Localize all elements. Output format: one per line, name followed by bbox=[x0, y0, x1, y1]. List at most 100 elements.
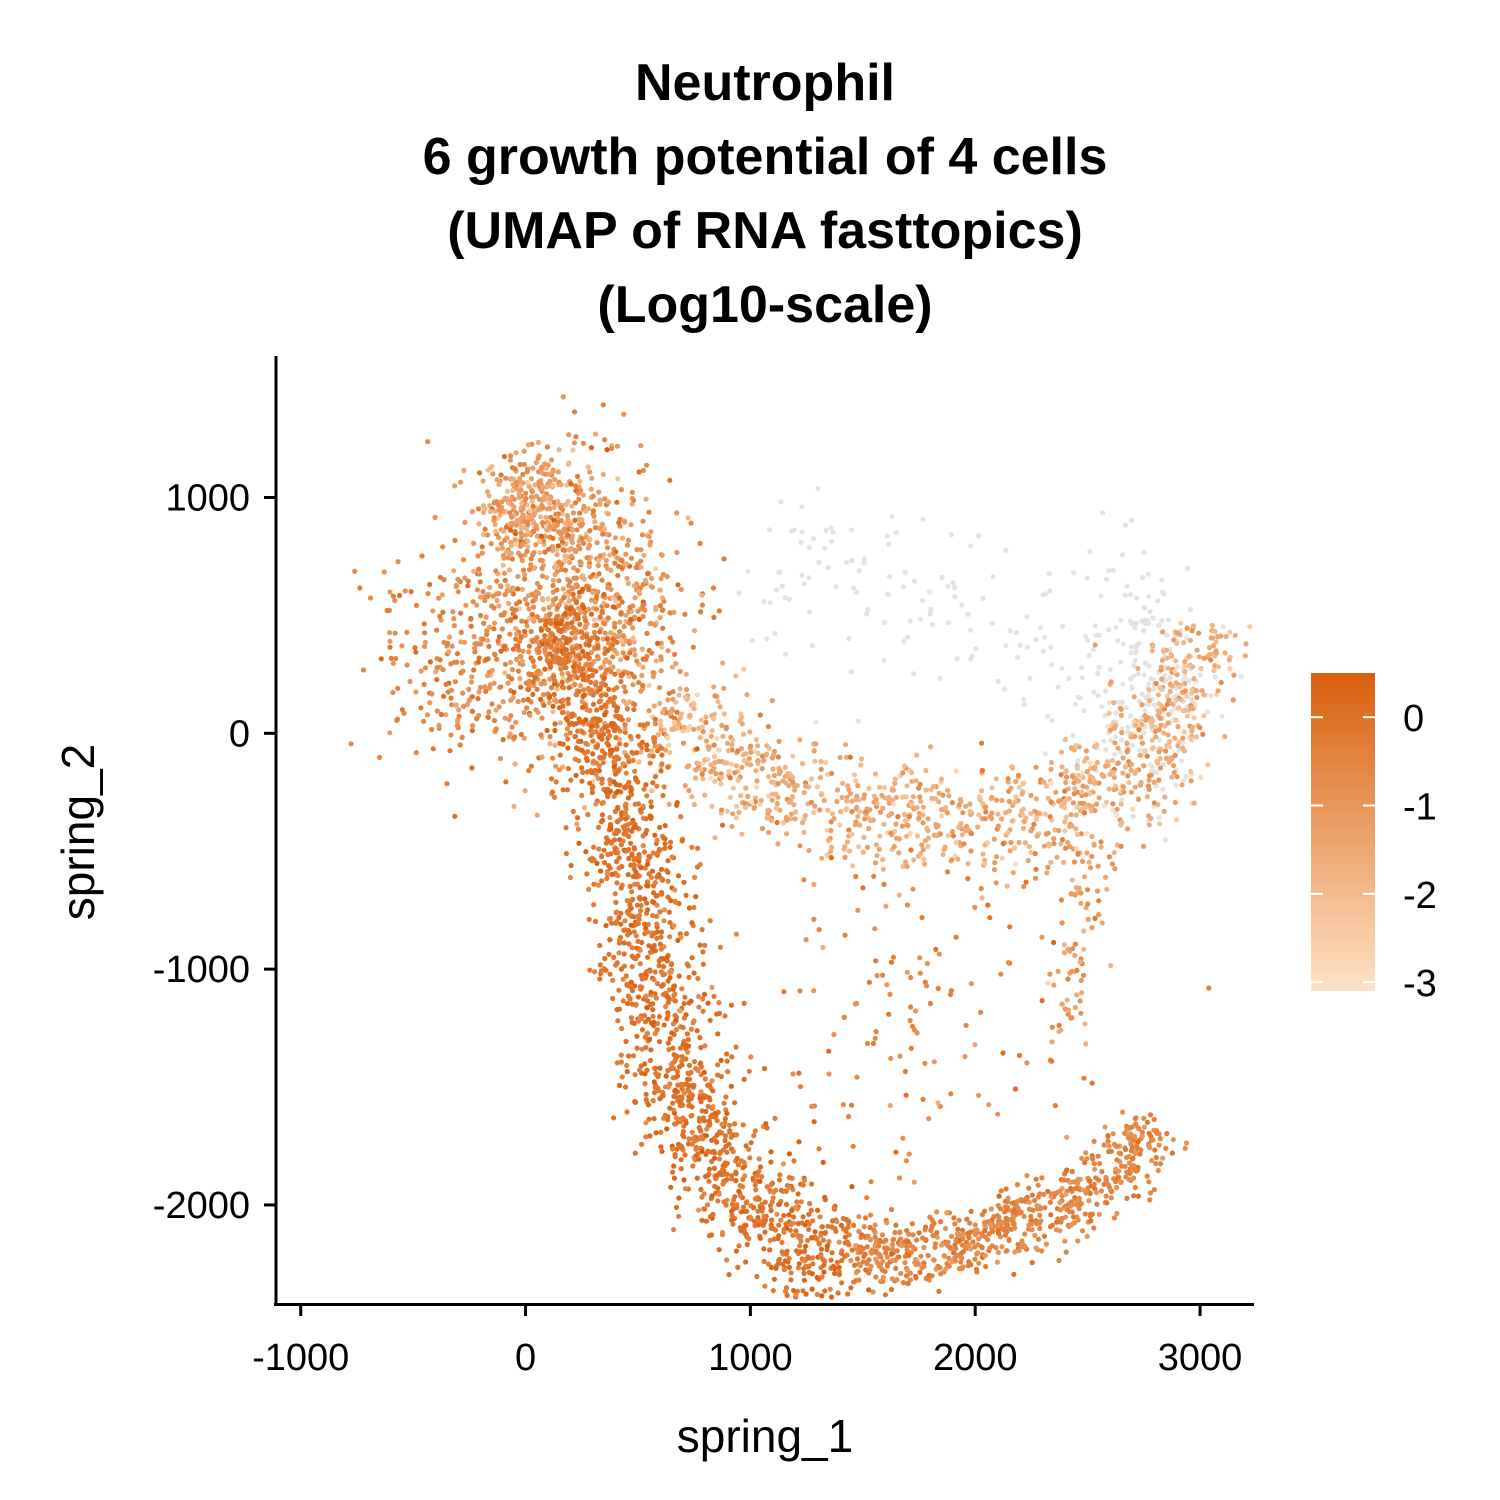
scatter-point bbox=[964, 1216, 970, 1222]
scatter-point bbox=[591, 658, 597, 665]
scatter-point bbox=[649, 650, 655, 656]
scatter-point bbox=[652, 832, 658, 838]
scatter-point bbox=[591, 902, 597, 908]
scatter-point bbox=[861, 795, 867, 801]
scatter-point bbox=[615, 476, 621, 482]
scatter-point bbox=[864, 1244, 870, 1250]
scatter-point bbox=[421, 643, 428, 650]
scatter-point bbox=[730, 1149, 736, 1155]
scatter-point bbox=[648, 874, 655, 881]
scatter-point bbox=[1118, 843, 1124, 850]
scatter-point bbox=[599, 854, 605, 860]
scatter-point bbox=[570, 664, 577, 670]
scatter-point bbox=[1118, 1179, 1124, 1185]
scatter-point bbox=[1187, 606, 1194, 612]
scatter-point bbox=[1179, 782, 1185, 788]
scatter-point bbox=[1157, 737, 1163, 743]
scatter-point bbox=[1151, 686, 1157, 692]
scatter-point bbox=[856, 1277, 862, 1283]
scatter-point bbox=[1092, 642, 1098, 648]
scatter-point bbox=[559, 671, 565, 677]
scatter-point bbox=[583, 849, 589, 855]
scatter-point bbox=[624, 1109, 630, 1115]
scatter-point bbox=[581, 692, 587, 698]
scatter-point bbox=[1022, 840, 1028, 846]
scatter-point bbox=[579, 765, 585, 771]
scatter-point bbox=[587, 666, 593, 672]
scatter-point bbox=[712, 760, 718, 766]
scatter-point bbox=[963, 823, 970, 830]
scatter-point bbox=[736, 590, 742, 596]
scatter-point bbox=[982, 1208, 988, 1214]
scatter-point bbox=[590, 701, 597, 707]
scatter-point bbox=[582, 609, 588, 616]
scatter-point bbox=[813, 741, 819, 747]
scatter-point bbox=[1155, 802, 1161, 808]
scatter-point bbox=[1065, 1007, 1071, 1013]
scatter-point bbox=[652, 880, 658, 886]
scatter-point bbox=[651, 703, 657, 709]
scatter-point bbox=[450, 609, 456, 615]
scatter-point bbox=[563, 502, 569, 508]
scatter-point bbox=[630, 757, 636, 764]
scatter-point bbox=[509, 556, 515, 562]
scatter-point bbox=[387, 630, 393, 636]
scatter-point bbox=[942, 1253, 948, 1259]
scatter-point bbox=[563, 732, 570, 738]
scatter-point bbox=[1084, 1156, 1090, 1162]
scatter-point bbox=[950, 580, 956, 586]
scatter-point bbox=[909, 1244, 916, 1250]
scatter-point bbox=[1009, 818, 1015, 824]
scatter-point bbox=[1062, 1171, 1068, 1177]
scatter-point bbox=[642, 1081, 648, 1087]
scatter-point bbox=[1075, 851, 1081, 857]
scatter-point bbox=[1156, 749, 1162, 755]
scatter-point bbox=[1006, 798, 1012, 805]
scatter-point bbox=[669, 854, 675, 860]
scatter-point bbox=[671, 609, 677, 616]
scatter-point bbox=[619, 535, 626, 541]
scatter-point bbox=[638, 547, 644, 553]
scatter-point bbox=[496, 634, 502, 640]
scatter-point bbox=[412, 645, 418, 651]
scatter-point bbox=[882, 1245, 888, 1251]
scatter-point bbox=[592, 599, 598, 605]
scatter-point bbox=[661, 1022, 667, 1028]
scatter-point bbox=[1153, 1154, 1159, 1161]
scatter-point bbox=[866, 1257, 872, 1263]
scatter-point bbox=[1073, 812, 1079, 818]
scatter-point bbox=[530, 658, 536, 664]
scatter-point bbox=[1167, 681, 1173, 687]
scatter-point bbox=[1133, 620, 1139, 626]
scatter-point bbox=[782, 595, 788, 601]
scatter-point bbox=[877, 833, 883, 839]
scatter-point bbox=[1102, 1124, 1108, 1130]
scatter-point bbox=[992, 860, 998, 866]
scatter-point bbox=[618, 1052, 624, 1058]
scatter-point bbox=[748, 743, 754, 749]
scatter-point bbox=[563, 825, 569, 831]
scatter-point bbox=[480, 509, 487, 515]
scatter-point bbox=[491, 680, 497, 686]
scatter-point bbox=[583, 618, 589, 624]
scatter-point bbox=[632, 652, 638, 658]
scatter-point bbox=[708, 769, 714, 775]
scatter-point bbox=[849, 809, 855, 815]
scatter-point bbox=[526, 567, 533, 573]
scatter-point bbox=[859, 1232, 865, 1238]
scatter-point bbox=[635, 801, 642, 807]
scatter-point bbox=[649, 788, 655, 794]
scatter-point bbox=[602, 712, 608, 718]
scatter-point bbox=[1232, 632, 1238, 638]
scatter-point bbox=[777, 569, 783, 575]
scatter-point bbox=[638, 688, 644, 694]
scatter-point bbox=[1043, 831, 1049, 837]
scatter-point bbox=[993, 880, 999, 886]
scatter-point bbox=[769, 791, 776, 797]
scatter-point bbox=[550, 755, 556, 761]
scatter-point bbox=[888, 1286, 895, 1293]
scatter-point bbox=[1023, 1196, 1029, 1202]
scatter-point bbox=[836, 1264, 842, 1270]
scatter-point bbox=[1019, 811, 1026, 817]
scatter-point bbox=[880, 805, 886, 812]
